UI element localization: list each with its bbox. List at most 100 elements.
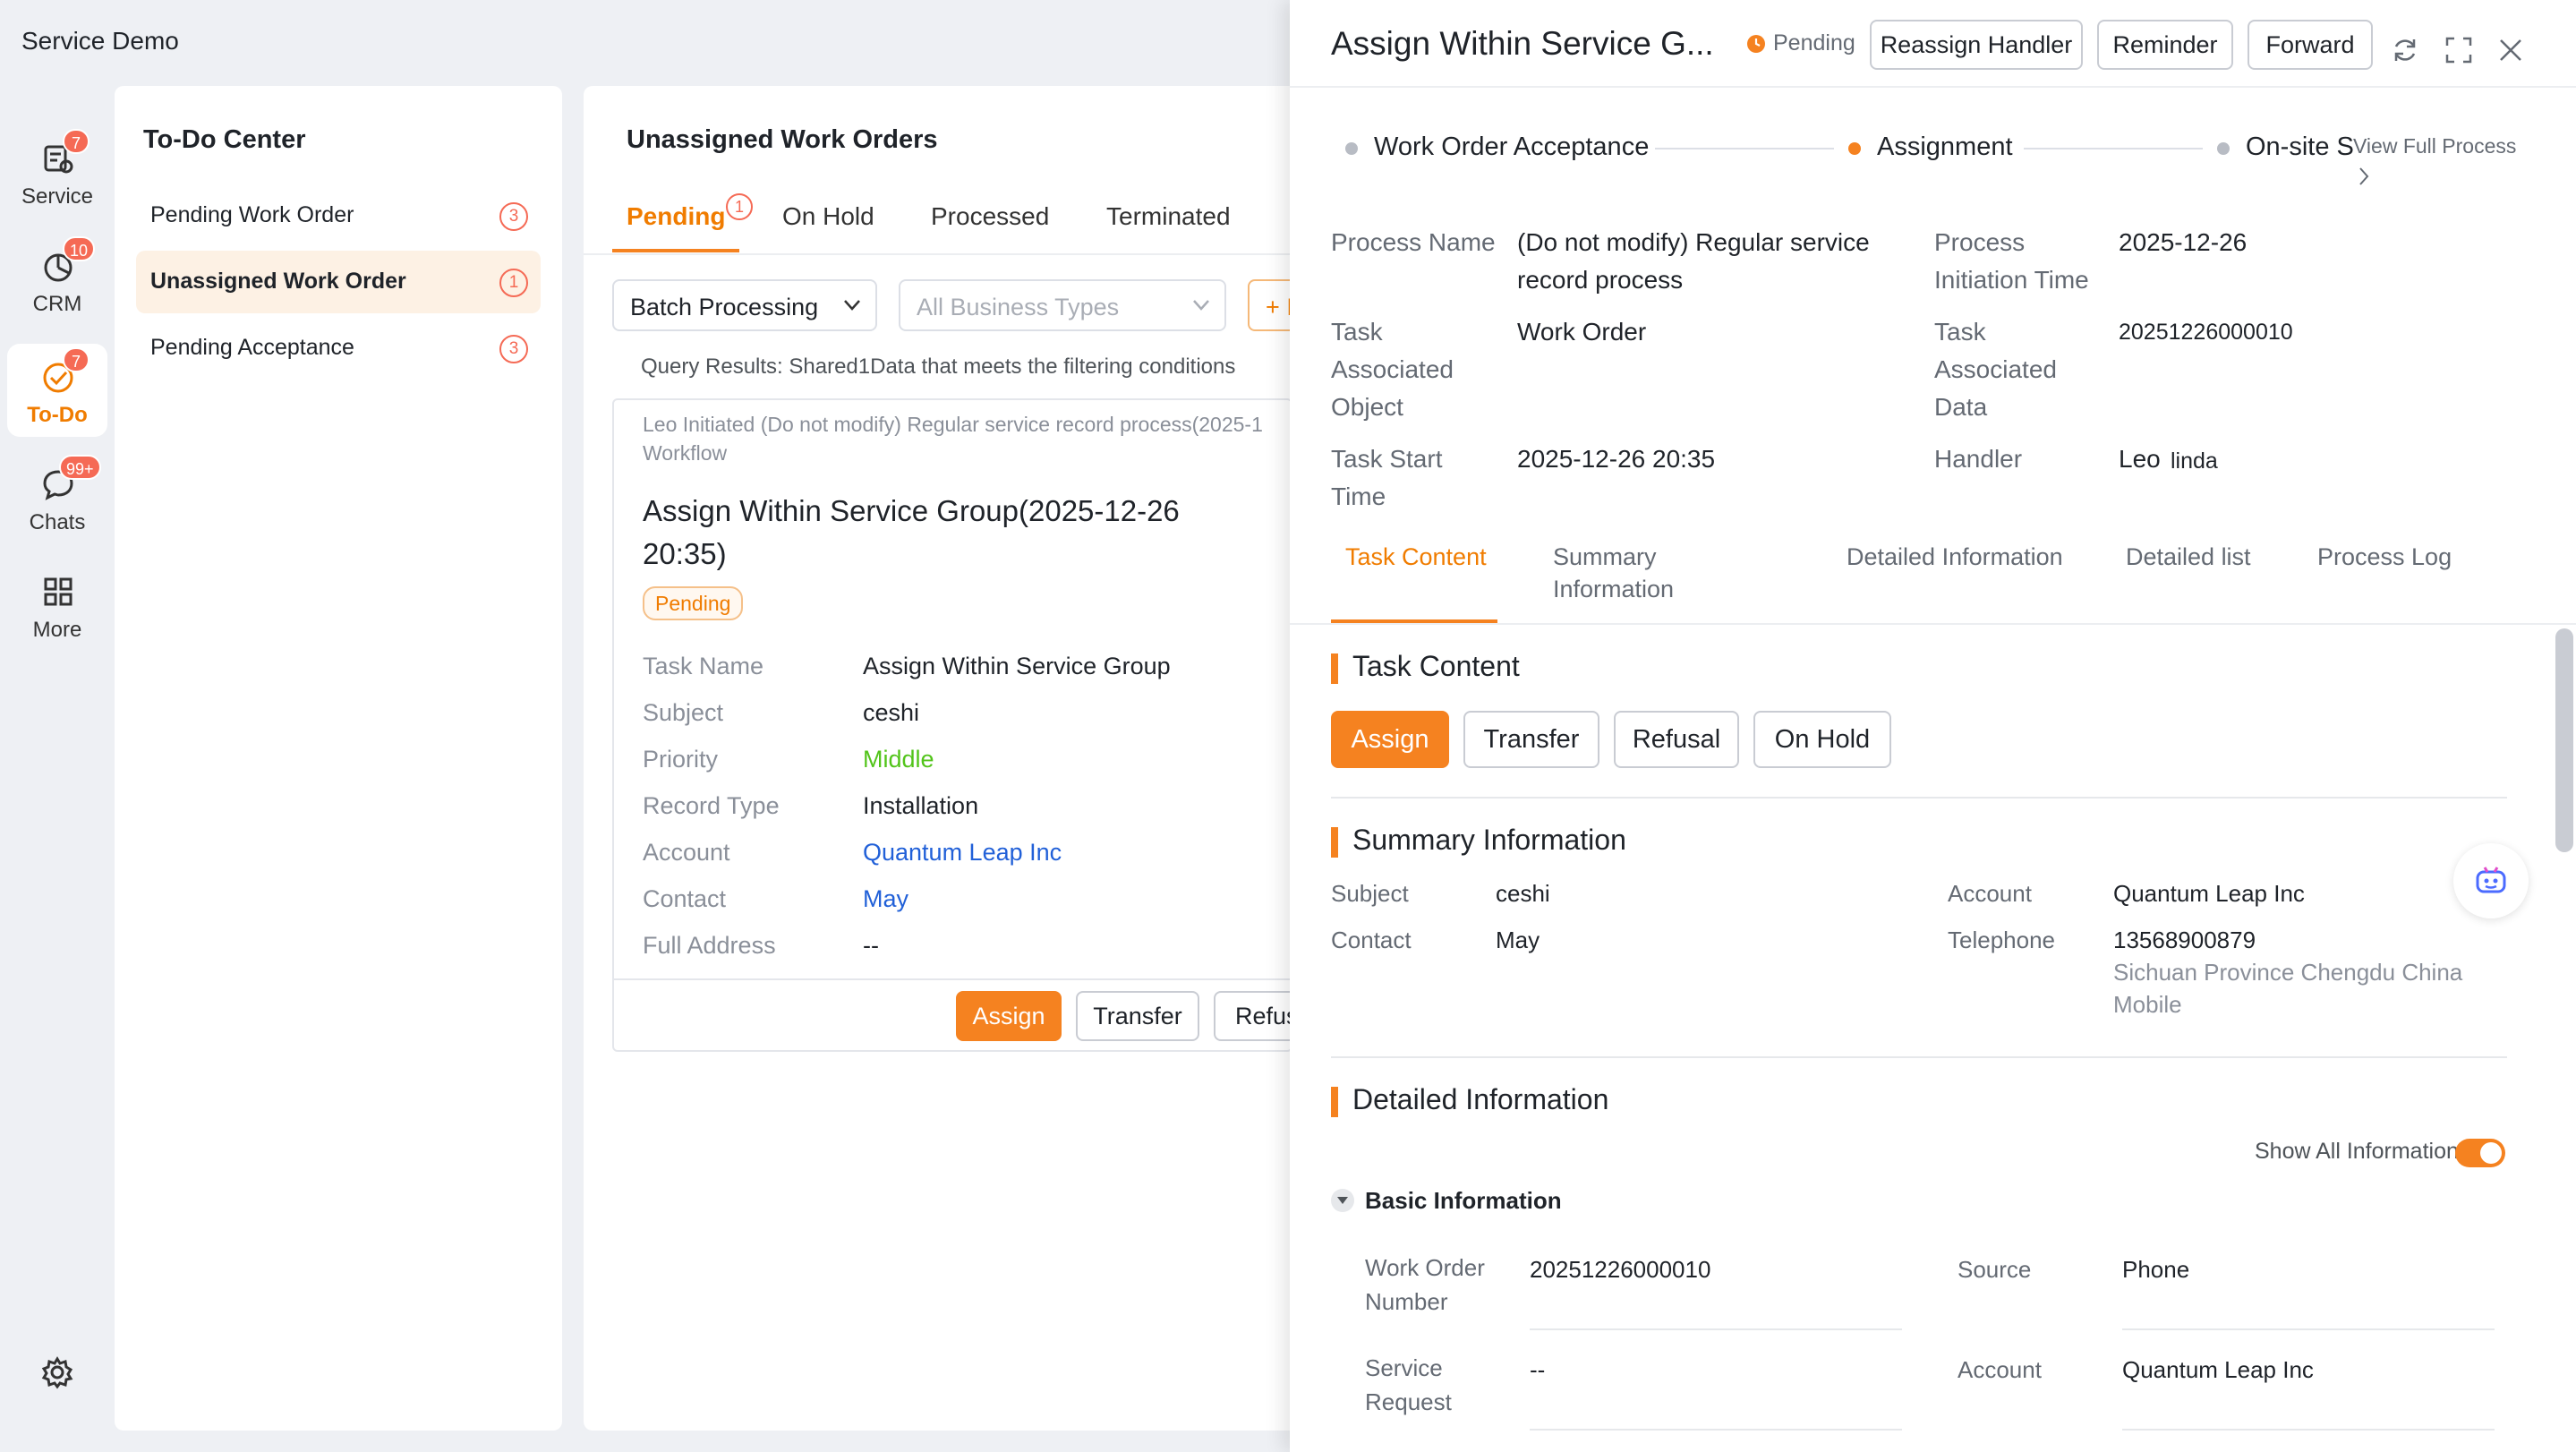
card-origin-type: Workflow (643, 441, 728, 465)
nav-badge: 7 (63, 347, 90, 372)
tab-summary-information[interactable]: Summary Information (1553, 541, 1674, 605)
source-value: Phone (2122, 1256, 2190, 1283)
tab-terminated[interactable]: Terminated (1106, 202, 1231, 230)
card-assign-button[interactable]: Assign (956, 991, 1062, 1041)
account-link[interactable]: Quantum Leap Inc (863, 839, 1062, 866)
summary-subject-value: ceshi (1496, 880, 1550, 907)
tabs-divider (584, 253, 1389, 255)
refusal-button[interactable]: Refusal (1614, 711, 1739, 768)
section-divider (1331, 1056, 2507, 1058)
service-request-value: -- (1530, 1356, 1546, 1383)
on-hold-button[interactable]: On Hold (1753, 711, 1891, 768)
process-name-value-2: record process (1517, 266, 1684, 294)
tab-task-content[interactable]: Task Content (1345, 543, 1487, 570)
summary-telephone-carrier: Mobile (2113, 991, 2182, 1018)
orders-panel (584, 86, 1389, 1431)
todo-item-pending-work-order[interactable]: Pending Work Order 3 (136, 184, 541, 247)
settings-icon[interactable] (40, 1355, 74, 1389)
fullscreen-icon[interactable] (2444, 36, 2473, 64)
summary-contact-label: Contact (1331, 927, 1412, 953)
chevron-down-icon (844, 300, 860, 311)
nav-more[interactable]: More (7, 559, 107, 652)
tab-detailed-list[interactable]: Detailed list (2126, 543, 2251, 570)
step-dot (2217, 142, 2230, 155)
nav-label: CRM (32, 292, 82, 316)
field-label: Contact (643, 885, 727, 912)
nav-badge: 10 (63, 236, 96, 261)
app-title: Service Demo (21, 27, 179, 55)
batch-processing-select[interactable]: Batch Processing (612, 279, 877, 331)
step-connector (2024, 148, 2203, 149)
tab-on-hold[interactable]: On Hold (782, 202, 874, 230)
summary-account-link[interactable]: Quantum Leap Inc (2113, 880, 2305, 907)
todo-item-label: Pending Work Order (150, 202, 354, 227)
robot-icon (2476, 867, 2506, 893)
assoc-object-label: Task (1331, 318, 1383, 346)
reminder-button[interactable]: Reminder (2097, 20, 2233, 70)
assoc-data-link[interactable]: 20251226000010 (2119, 320, 2293, 345)
business-type-select[interactable]: All Business Types (899, 279, 1226, 331)
ai-assistant-button[interactable] (2453, 843, 2529, 918)
field-underline (1530, 1328, 1902, 1330)
assoc-data-label-3: Data (1934, 393, 1988, 421)
nav-chats[interactable]: 99+ Chats (7, 451, 107, 544)
field-value: Assign Within Service Group (863, 653, 1171, 679)
tab-process-log[interactable]: Process Log (2317, 543, 2452, 570)
assign-button[interactable]: Assign (1331, 711, 1449, 768)
show-all-toggle[interactable] (2455, 1139, 2505, 1167)
header-divider (1290, 86, 2576, 88)
priority-value: Middle (863, 746, 934, 773)
field-label: Full Address (643, 932, 776, 959)
detail-title: Assign Within Service G... (1331, 25, 1714, 62)
card-refusal-button[interactable]: Refus (1214, 991, 1291, 1041)
assoc-data-label: Task (1934, 318, 1986, 346)
service-request-label-2: Request (1365, 1388, 1452, 1415)
nav-todo[interactable]: 7 To-Do (7, 344, 107, 437)
tab-pending[interactable]: Pending (627, 202, 725, 231)
collapse-toggle[interactable] (1331, 1189, 1354, 1212)
todo-count: 3 (499, 202, 528, 231)
summary-account-label: Account (1948, 880, 2032, 907)
start-time-label: Task Start (1331, 445, 1443, 473)
summary-contact-link[interactable]: May (1496, 927, 1540, 953)
refresh-icon[interactable] (2391, 36, 2419, 64)
transfer-button[interactable]: Transfer (1463, 711, 1599, 768)
work-order-number-value: 20251226000010 (1530, 1256, 1711, 1283)
reassign-handler-button[interactable]: Reassign Handler (1870, 20, 2083, 70)
card-origin: Leo Initiated (Do not modify) Regular se… (643, 413, 1263, 436)
detail-account-link[interactable]: Quantum Leap Inc (2122, 1356, 2314, 1383)
service-request-label: Service (1365, 1354, 1443, 1381)
step-dot (1345, 142, 1358, 155)
tab-underline (1331, 619, 1497, 623)
todo-item-pending-acceptance[interactable]: Pending Acceptance 3 (136, 317, 541, 380)
todo-item-unassigned-work-order[interactable]: Unassigned Work Order 1 (136, 251, 541, 313)
close-icon[interactable] (2498, 38, 2523, 63)
work-order-card[interactable]: Leo Initiated (Do not modify) Regular se… (612, 398, 1292, 1052)
card-transfer-button[interactable]: Transfer (1076, 991, 1199, 1041)
field-label: Subject (643, 699, 724, 726)
scrollbar-thumb[interactable] (2555, 628, 2573, 852)
tab-detailed-information[interactable]: Detailed Information (1847, 543, 2063, 570)
nav-crm[interactable]: 10 CRM (7, 233, 107, 326)
work-order-number-label-2: Number (1365, 1288, 1448, 1315)
caret-down-icon (1337, 1197, 1348, 1204)
query-results: Query Results: Shared1Data that meets th… (641, 354, 1236, 379)
field-value: Installation (863, 792, 979, 819)
nav-label: Chats (29, 510, 86, 534)
assoc-object-label-2: Associated (1331, 355, 1454, 383)
contact-link[interactable]: May (863, 885, 909, 912)
detail-account-label: Account (1958, 1356, 2042, 1383)
nav-service[interactable]: 7 Service (7, 125, 107, 218)
batch-label: Batch Processing (630, 294, 819, 320)
tab-processed[interactable]: Processed (931, 202, 1050, 230)
section-divider (1331, 797, 2507, 799)
view-full-process-link[interactable]: View Full Process (2353, 134, 2517, 158)
section-summary-title: Summary Information (1331, 824, 1626, 858)
work-order-number-label: Work Order (1365, 1254, 1485, 1281)
todo-item-label: Pending Acceptance (150, 335, 354, 360)
section-detailed-title: Detailed Information (1331, 1083, 1608, 1117)
forward-button[interactable]: Forward (2248, 20, 2373, 70)
basic-information-title: Basic Information (1365, 1187, 1562, 1214)
handler-link[interactable]: linda (2171, 448, 2218, 474)
chevron-right-icon[interactable] (2358, 167, 2370, 186)
